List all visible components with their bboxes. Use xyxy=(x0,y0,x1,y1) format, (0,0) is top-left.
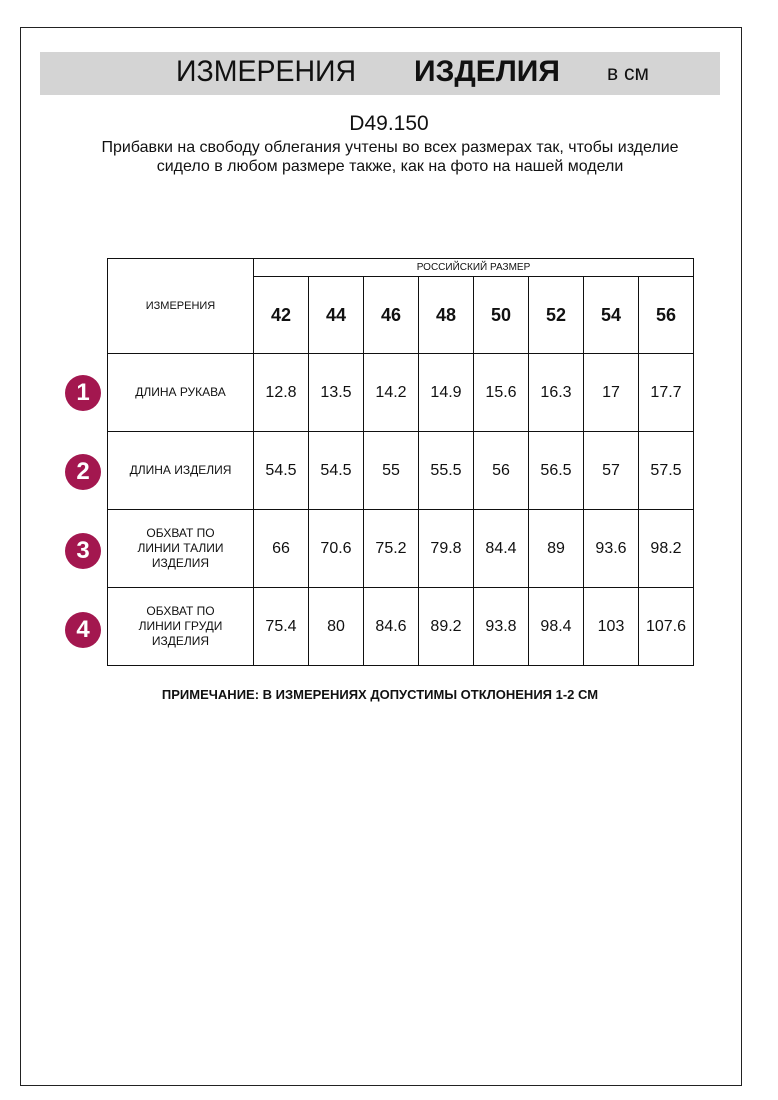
value-cell: 16.3 xyxy=(528,353,584,432)
measure-header: ИЗМЕРЕНИЯ xyxy=(107,258,254,354)
size-54: 54 xyxy=(583,276,639,354)
value-cell: 55 xyxy=(363,431,419,510)
value-cell: 107.6 xyxy=(638,587,694,666)
size-42: 42 xyxy=(253,276,309,354)
value-cell: 17.7 xyxy=(638,353,694,432)
value-cell: 75.4 xyxy=(253,587,309,666)
size-table: ИЗМЕРЕНИЯ РОССИЙСКИЙ РАЗМЕР 42 44 46 48 50 52… xyxy=(107,258,694,666)
value-cell: 103 xyxy=(583,587,639,666)
value-cell: 84.4 xyxy=(473,509,529,588)
value-cell: 14.9 xyxy=(418,353,474,432)
value-cell: 80 xyxy=(308,587,364,666)
value-cell: 57.5 xyxy=(638,431,694,510)
size-44: 44 xyxy=(308,276,364,354)
size-46: 46 xyxy=(363,276,419,354)
table-row: ОБХВАТ ПО ЛИНИИ ГРУДИ ИЗДЕЛИЯ 75.4 80 84.6 8… xyxy=(107,587,694,666)
value-cell: 98.4 xyxy=(528,587,584,666)
title-regular: ИЗМЕРЕНИЯ xyxy=(176,55,357,88)
value-cell: 89.2 xyxy=(418,587,474,666)
value-cell: 55.5 xyxy=(418,431,474,510)
row-label: ОБХВАТ ПО ЛИНИИ ТАЛИИ ИЗДЕЛИЯ xyxy=(107,509,254,588)
table-row: ДЛИНА РУКАВА 12.8 13.5 14.2 14.9 15.6 16.3 17 17… xyxy=(107,353,694,432)
value-cell: 54.5 xyxy=(308,431,364,510)
table-row: ДЛИНА ИЗДЕЛИЯ 54.5 54.5 55 55.5 56 56.5 57 57.5 xyxy=(107,431,694,510)
product-code: D49.150 xyxy=(349,112,429,135)
value-cell: 57 xyxy=(583,431,639,510)
size-56: 56 xyxy=(638,276,694,354)
row-label: ДЛИНА ИЗДЕЛИЯ xyxy=(107,431,254,510)
value-cell: 93.6 xyxy=(583,509,639,588)
value-cell: 70.6 xyxy=(308,509,364,588)
value-cell: 13.5 xyxy=(308,353,364,432)
size-50: 50 xyxy=(473,276,529,354)
row-label: ОБХВАТ ПО ЛИНИИ ГРУДИ ИЗДЕЛИЯ xyxy=(107,587,254,666)
value-cell: 66 xyxy=(253,509,309,588)
value-cell: 14.2 xyxy=(363,353,419,432)
row-label: ДЛИНА РУКАВА xyxy=(107,353,254,432)
row-number-badge: 4 xyxy=(65,612,101,648)
row-number-badge: 1 xyxy=(65,375,101,411)
value-cell: 98.2 xyxy=(638,509,694,588)
value-cell: 79.8 xyxy=(418,509,474,588)
size-48: 48 xyxy=(418,276,474,354)
row-number-badge: 3 xyxy=(65,533,101,569)
value-cell: 93.8 xyxy=(473,587,529,666)
title-unit: в см xyxy=(607,62,649,85)
size-header: РОССИЙСКИЙ РАЗМЕР xyxy=(253,258,694,277)
value-cell: 15.6 xyxy=(473,353,529,432)
title-bold: ИЗДЕЛИЯ xyxy=(414,55,560,88)
title-bar xyxy=(40,52,720,95)
description: Прибавки на свободу облегания учтены во … xyxy=(101,139,679,175)
page-border xyxy=(20,27,742,1086)
value-cell: 89 xyxy=(528,509,584,588)
table-row: ОБХВАТ ПО ЛИНИИ ТАЛИИ ИЗДЕЛИЯ 66 70.6 75.2 7… xyxy=(107,509,694,588)
value-cell: 56.5 xyxy=(528,431,584,510)
value-cell: 84.6 xyxy=(363,587,419,666)
value-cell: 75.2 xyxy=(363,509,419,588)
size-52: 52 xyxy=(528,276,584,354)
value-cell: 17 xyxy=(583,353,639,432)
value-cell: 12.8 xyxy=(253,353,309,432)
row-number-badge: 2 xyxy=(65,454,101,490)
value-cell: 54.5 xyxy=(253,431,309,510)
value-cell: 56 xyxy=(473,431,529,510)
note: ПРИМЕЧАНИЕ: В ИЗМЕРЕНИЯХ ДОПУСТИМЫ ОТКЛО… xyxy=(161,687,599,702)
